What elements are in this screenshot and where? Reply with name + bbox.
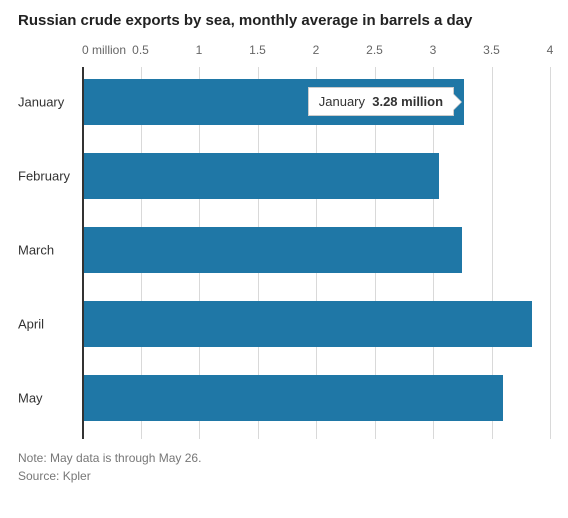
x-axis-tick: 3 xyxy=(430,43,437,57)
chart-note: Note: May data is through May 26. xyxy=(18,449,550,467)
x-axis-tick: 1.5 xyxy=(249,43,266,57)
bars-layer: January February March April May xyxy=(18,67,550,439)
bar-row: February xyxy=(18,153,550,199)
bar-category-label: January xyxy=(18,95,64,110)
bar-category-label: February xyxy=(18,169,70,184)
bar-category-label: May xyxy=(18,391,43,406)
x-axis-labels: 0 million0.511.522.533.54 xyxy=(18,43,550,59)
bar[interactable] xyxy=(82,375,503,421)
plot-area: January February March April May January 3.2… xyxy=(18,67,550,439)
x-axis-tick: 0 million xyxy=(82,43,126,57)
bar[interactable] xyxy=(82,301,532,347)
x-axis-tick: 2 xyxy=(313,43,320,57)
tooltip: January 3.28 million xyxy=(308,87,454,116)
bar-category-label: March xyxy=(18,243,54,258)
x-axis-tick: 4 xyxy=(547,43,554,57)
tooltip-category: January xyxy=(319,94,365,109)
x-axis-tick: 2.5 xyxy=(366,43,383,57)
bar[interactable] xyxy=(82,227,462,273)
grid-line xyxy=(550,67,551,439)
x-axis-tick: 1 xyxy=(196,43,203,57)
y-axis-baseline xyxy=(82,67,84,439)
bar-row: March xyxy=(18,227,550,273)
chart-source: Source: Kpler xyxy=(18,467,550,485)
chart-area: 0 million0.511.522.533.54 JanuaryFebruar… xyxy=(18,43,550,439)
x-axis-tick: 0.5 xyxy=(132,43,149,57)
bar-row: January xyxy=(18,79,550,125)
bar[interactable] xyxy=(82,153,439,199)
bar-row: April xyxy=(18,301,550,347)
bar-category-label: April xyxy=(18,317,44,332)
chart-title: Russian crude exports by sea, monthly av… xyxy=(18,12,550,29)
x-axis-tick: 3.5 xyxy=(483,43,500,57)
bar-highlight-marker xyxy=(464,77,468,127)
bar-row: May xyxy=(18,375,550,421)
tooltip-value: 3.28 million xyxy=(372,94,443,109)
